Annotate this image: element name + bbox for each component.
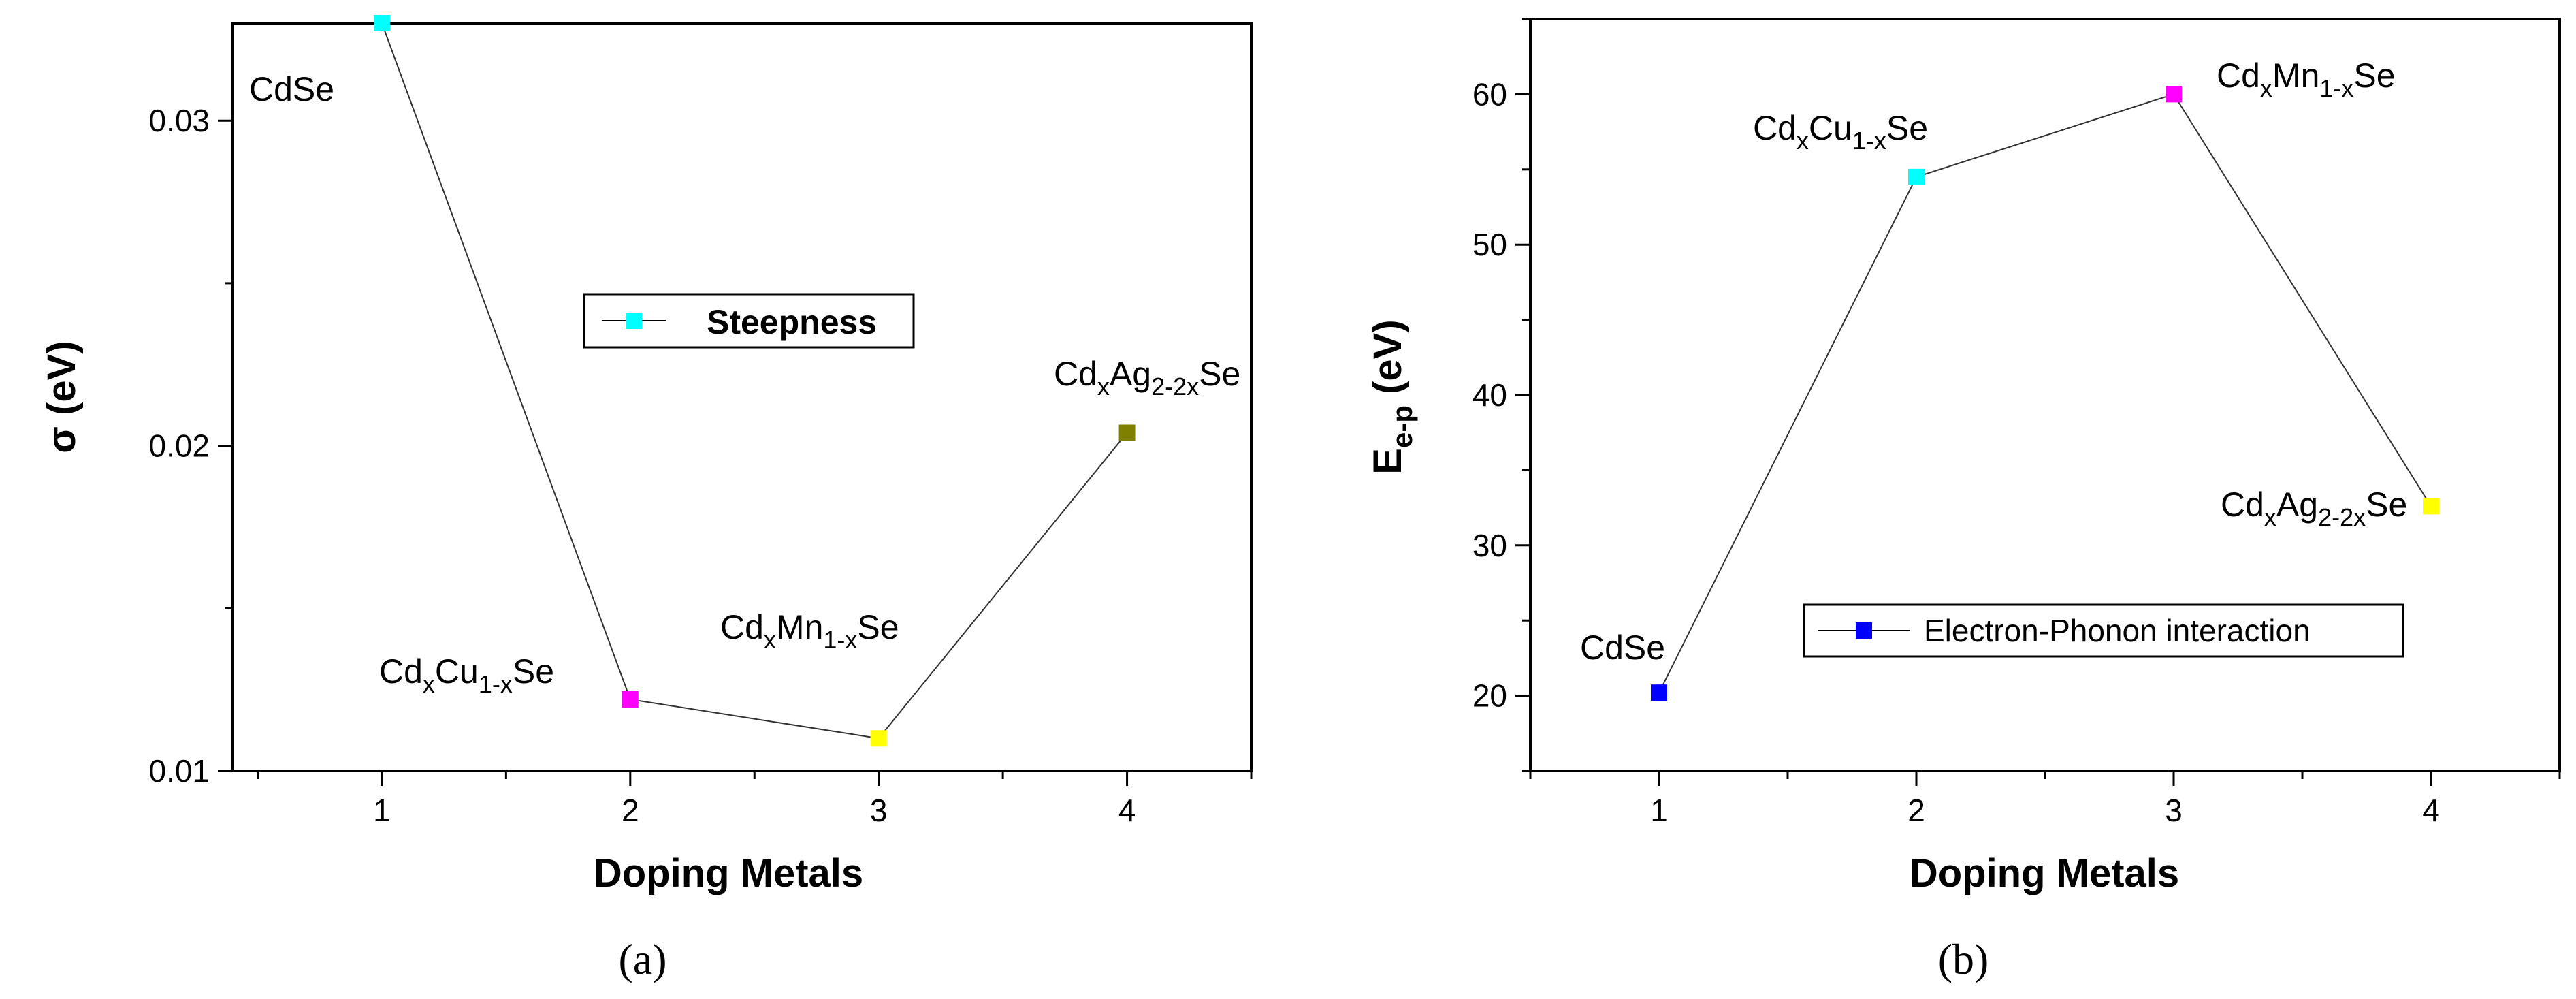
point-label-b-cdse: CdSe <box>1580 629 1665 667</box>
y-tick-label-b-40: 40 <box>1472 377 1507 413</box>
y-tick-label-b-20: 20 <box>1472 678 1507 714</box>
x-tick-label-a-1: 1 <box>373 793 391 828</box>
point-label-a-mn-end: Se <box>857 608 899 646</box>
point-label-b-cu-end: Se <box>1886 109 1928 147</box>
y-axis-title-b-sub: e-p <box>1386 405 1418 448</box>
series-polyline-b <box>1658 93 2432 693</box>
point-label-a-cu-end: Se <box>513 652 554 691</box>
point-label-a-ag-end: Se <box>1199 355 1240 393</box>
legend-a: Steepness <box>583 293 915 349</box>
data-point-a-4 <box>1118 424 1136 441</box>
point-label-a-mn-sub1: x <box>764 626 776 654</box>
point-label-b-mn: CdxMn1-xSe <box>2217 57 2396 102</box>
x-tick-label-b-1: 1 <box>1650 793 1668 828</box>
point-label-a-cu: CdxCu1-xSe <box>379 652 554 698</box>
x-tick-label-b-3: 3 <box>2165 793 2183 828</box>
point-label-a-mn-mid: Mn <box>776 608 823 646</box>
point-label-b-cu-sub1: x <box>1797 127 1809 155</box>
plot-frame-b <box>1529 18 2561 772</box>
data-points-b <box>1651 86 2439 701</box>
data-point-a-1 <box>373 15 390 31</box>
plot-frame-a <box>231 22 1253 772</box>
legend-marker-b <box>1856 622 1872 639</box>
y-ticks-b: 20 30 40 50 60 <box>1472 18 1530 772</box>
point-label-b-ag-mid: Ag <box>2276 486 2318 524</box>
point-label-b-mn-mid: Mn <box>2272 57 2319 95</box>
y-axis-title-b: Ee-p (eV) <box>1366 319 1418 474</box>
x-tick-label-a-2: 2 <box>622 793 639 828</box>
point-label-a-ag-sub1: x <box>1097 372 1110 400</box>
point-label-b-mn-sub1: x <box>2260 74 2272 102</box>
y-axis-title-b-unit: (eV) <box>1366 319 1410 405</box>
point-label-a-cu-sub1: x <box>423 670 435 698</box>
point-label-a-cu-mid: Cu <box>435 652 479 691</box>
panel-caption-a: (a) <box>618 935 666 983</box>
series-line-b <box>1658 93 2432 693</box>
data-point-b-1 <box>1651 684 1667 701</box>
panel-caption-b: (b) <box>1938 935 1989 983</box>
y-tick-label-b-30: 30 <box>1472 528 1507 563</box>
point-label-b-mn-sub2: 1-x <box>2319 74 2353 102</box>
point-label-b-ag-end: Se <box>2366 486 2407 524</box>
x-tick-label-b-2: 2 <box>1907 793 1925 828</box>
point-label-b-ag-sub1: x <box>2264 503 2276 531</box>
x-tick-label-b-4: 4 <box>2422 793 2440 828</box>
plot-border-b <box>1529 18 2561 772</box>
point-label-a-mn: CdxMn1-xSe <box>720 608 899 654</box>
point-label-a-cu-sub2: 1-x <box>479 670 513 698</box>
point-label-a-ag-mid: Ag <box>1110 355 1151 393</box>
x-axis-title-b: Doping Metals <box>1910 851 2179 895</box>
y-tick-label-a-0.02: 0.02 <box>148 428 210 464</box>
point-label-b-cu-sub2: 1-x <box>1852 127 1886 155</box>
y-ticks-a: 0.01 0.02 0.03 <box>148 103 233 789</box>
point-label-a-mn-sub2: 1-x <box>823 626 857 654</box>
legend-label-a: Steepness <box>707 303 877 341</box>
point-label-a-cdse: CdSe <box>249 70 334 108</box>
x-tick-label-a-3: 3 <box>870 793 888 828</box>
data-point-b-4 <box>2423 498 2439 515</box>
point-label-b-cu-mid: Cu <box>1809 109 1852 147</box>
point-label-b-ag-sub2: 2-2x <box>2318 503 2366 531</box>
data-point-b-2 <box>1908 168 1925 185</box>
point-label-a-ag-sub2: 2-2x <box>1151 372 1199 400</box>
data-points-a <box>373 15 1136 747</box>
x-axis-title-a: Doping Metals <box>594 851 863 895</box>
point-label-b-cu: CdxCu1-xSe <box>1753 109 1928 155</box>
legend-b: Electron-Phonon interaction <box>1803 603 2404 658</box>
data-point-a-3 <box>870 730 887 747</box>
y-tick-label-b-50: 50 <box>1472 227 1507 262</box>
y-axis-title-a: σ (eV) <box>39 340 84 453</box>
x-ticks-a: 1 2 3 4 <box>256 771 1253 828</box>
legend-marker-a <box>626 313 642 329</box>
y-tick-label-a-0.01: 0.01 <box>148 753 210 789</box>
legend-label-b: Electron-Phonon interaction <box>1924 613 2311 648</box>
point-label-a-ag: CdxAg2-2xSe <box>1054 355 1240 400</box>
point-label-b-mn-end: Se <box>2353 57 2395 95</box>
y-axis-title-b-text: Ee-p (eV) <box>1366 319 1418 474</box>
x-tick-label-a-4: 4 <box>1118 793 1136 828</box>
series-polyline-a <box>381 22 1128 740</box>
y-tick-label-b-60: 60 <box>1472 76 1507 112</box>
x-ticks-b: 1 2 3 4 <box>1529 771 2561 828</box>
data-point-b-3 <box>2166 86 2182 103</box>
plot-border-a <box>231 22 1253 772</box>
series-line-a <box>381 22 1128 740</box>
data-point-a-2 <box>622 691 639 708</box>
y-tick-label-a-0.03: 0.03 <box>148 103 210 138</box>
point-label-b-ag: CdxAg2-2xSe <box>2221 486 2407 531</box>
